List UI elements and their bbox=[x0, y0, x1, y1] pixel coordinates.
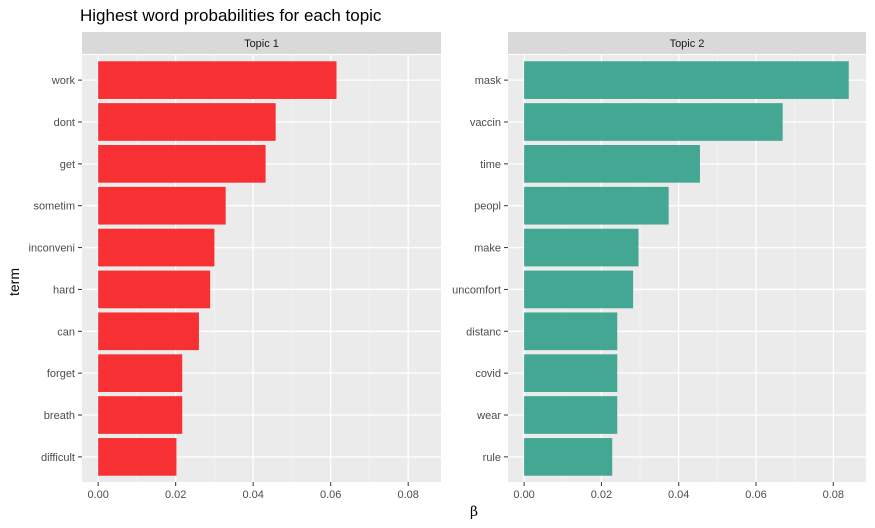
bar-time bbox=[524, 145, 700, 183]
y-tick-label: vaccin bbox=[470, 117, 501, 129]
y-tick-label: inconveni bbox=[29, 243, 75, 255]
x-tick-label: 0.00 bbox=[87, 489, 108, 501]
y-tick-label: difficult bbox=[41, 452, 75, 464]
chart-title: Highest word probabilities for each topi… bbox=[80, 6, 382, 25]
x-tick-label: 0.00 bbox=[513, 489, 534, 501]
y-tick-label: distanc bbox=[466, 326, 501, 338]
y-axis-title: term bbox=[6, 268, 22, 296]
panels-layer: Topic 1 0.00 0.02 0.04 0.06 0.08 work dont get so… bbox=[29, 32, 866, 501]
y-tick-label: make bbox=[474, 243, 501, 255]
panel-2: Topic 2 0.00 0.02 0.04 0.06 0.08 mask vaccin tim… bbox=[452, 32, 866, 501]
y-tick-label: dont bbox=[54, 117, 75, 129]
bar-rule bbox=[524, 438, 613, 476]
bar-can bbox=[98, 312, 199, 351]
x-tick-label: 0.08 bbox=[823, 489, 844, 501]
y-tick-label: peopl bbox=[474, 201, 501, 213]
y-tick-label: breath bbox=[44, 410, 75, 422]
bar-covid bbox=[524, 354, 618, 392]
y-tick-label: mask bbox=[475, 75, 502, 87]
bar-vaccin bbox=[524, 103, 783, 141]
y-tick-label: rule bbox=[483, 452, 501, 464]
bar-inconveni bbox=[98, 228, 215, 267]
y-tick-label: wear bbox=[476, 410, 501, 422]
bar-peopl bbox=[524, 186, 669, 225]
bar-get bbox=[98, 145, 266, 183]
y-tick-label: work bbox=[51, 75, 76, 87]
x-tick-label: 0.08 bbox=[397, 489, 418, 501]
bar-hard bbox=[98, 270, 211, 309]
bar-wear bbox=[524, 396, 618, 434]
bar-difficult bbox=[98, 438, 177, 476]
bar-work bbox=[98, 61, 337, 99]
bar-sometim bbox=[98, 186, 226, 225]
x-tick-label: 0.02 bbox=[165, 489, 186, 501]
bar-breath bbox=[98, 396, 183, 434]
y-tick-label: covid bbox=[475, 368, 501, 380]
y-tick-label: time bbox=[480, 159, 501, 171]
y-tick-label: sometim bbox=[33, 201, 75, 213]
panel-strip-label: Topic 1 bbox=[244, 38, 279, 50]
y-tick-label: hard bbox=[53, 284, 75, 296]
bar-dont bbox=[98, 103, 276, 141]
panel-strip bbox=[82, 32, 441, 54]
y-tick-label: get bbox=[60, 159, 75, 171]
y-tick-label: forget bbox=[47, 368, 75, 380]
bar-make bbox=[524, 228, 639, 267]
x-tick-label: 0.04 bbox=[668, 489, 689, 501]
bar-mask bbox=[524, 61, 849, 99]
panel-strip-label: Topic 2 bbox=[670, 38, 705, 50]
panel-1: Topic 1 0.00 0.02 0.04 0.06 0.08 work dont get so… bbox=[29, 32, 441, 501]
panel-strip bbox=[508, 32, 866, 54]
x-tick-label: 0.06 bbox=[745, 489, 766, 501]
y-tick-label: can bbox=[57, 326, 75, 338]
x-tick-label: 0.02 bbox=[591, 489, 612, 501]
bar-forget bbox=[98, 354, 183, 392]
y-tick-label: uncomfort bbox=[452, 284, 501, 296]
x-axis-title: β bbox=[470, 504, 478, 520]
x-tick-label: 0.04 bbox=[242, 489, 263, 501]
bar-distanc bbox=[524, 312, 618, 351]
bar-uncomfort bbox=[524, 270, 634, 309]
x-tick-label: 0.06 bbox=[320, 489, 341, 501]
